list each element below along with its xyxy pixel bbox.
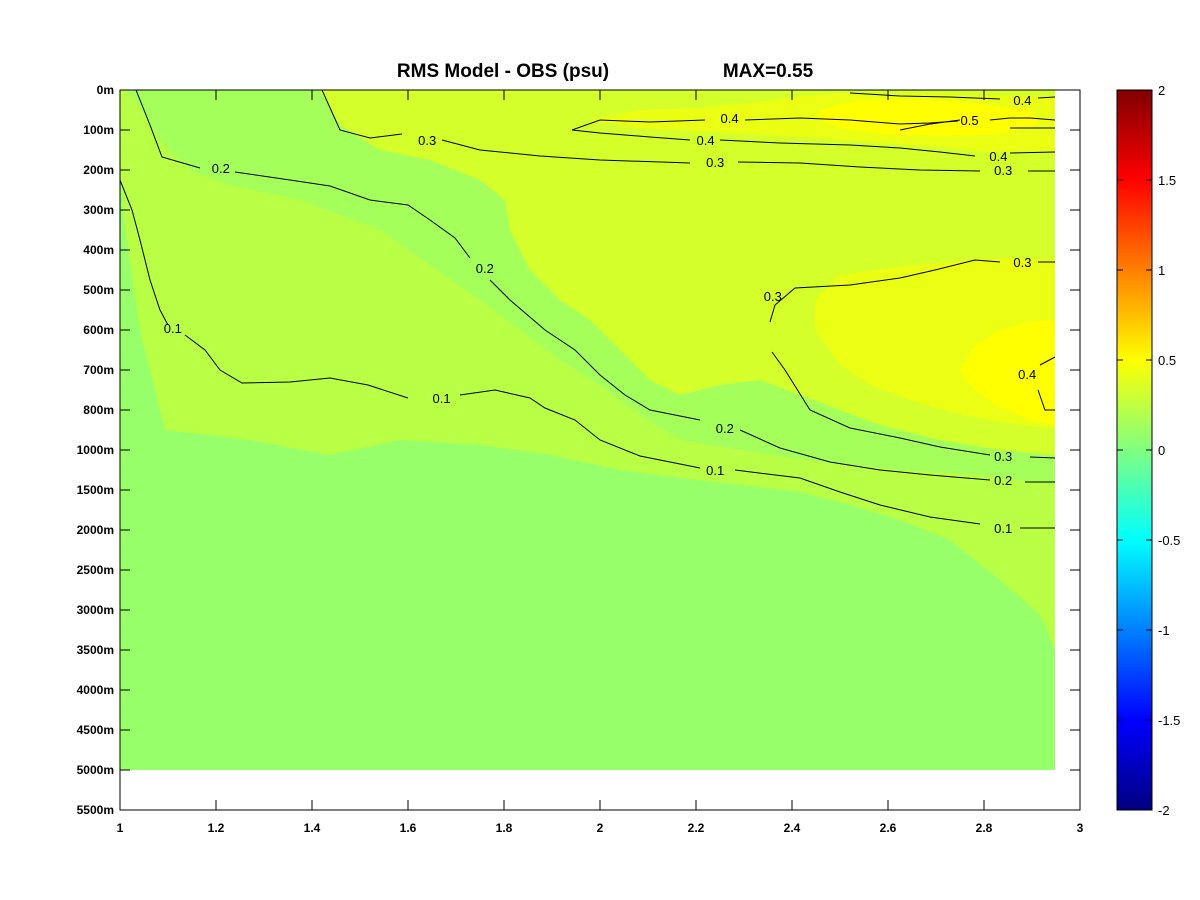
contour-label: 0.3 [706,155,724,170]
x-tick-label: 1.8 [496,821,513,835]
contour-label: 0.2 [716,421,734,436]
colorbar-tick-label: 1.5 [1158,173,1176,188]
y-tick-label: 300m [83,203,114,217]
contour-label: 0.4 [989,149,1007,164]
contour-line-0.1 [459,389,701,469]
contour-label: 0.3 [994,449,1012,464]
y-tick-label: 3500m [77,643,114,657]
y-tick-label: 600m [83,323,114,337]
y-tick-label: 100m [83,123,114,137]
contour-label: 0.3 [764,289,782,304]
y-tick-label: 200m [83,163,114,177]
y-tick-label: 700m [83,363,114,377]
colorbar-tick-label: -1.5 [1158,713,1180,728]
y-tick-label: 0m [97,83,114,97]
y-tick-label: 4000m [77,683,114,697]
fill-level-0.5-deep [960,320,1055,425]
y-tick-label: 800m [83,403,114,417]
contour-label: 0.3 [994,163,1012,178]
contour-line-0.3 [1029,456,1055,459]
contour-line-0.4 [571,119,706,141]
y-tick-label: 400m [83,243,114,257]
colorbar: 2 1.5 1 0.5 0 -0.5 -1 -1.5 -2 [1116,83,1180,818]
x-tick-label: 1.4 [304,821,321,835]
contour-label: 0.1 [994,521,1012,536]
contour-line-0.4 [849,92,1001,100]
x-tick-label: 2.4 [784,821,801,835]
colorbar-tick-label: -0.5 [1158,533,1180,548]
contour-label: 0.3 [418,133,436,148]
contour-label: 0.4 [721,111,739,126]
contour-label: 0.1 [164,321,182,336]
contour-label: 0.2 [476,261,494,276]
contour-line-0.4 [1037,389,1055,411]
x-tick-label: 1 [117,821,124,835]
colorbar-tick-label: 0.5 [1158,353,1176,368]
y-tick-label: 500m [83,283,114,297]
x-axis: 1 1.2 1.4 1.6 1.8 2 2.2 2.4 2.6 2.8 3 [117,90,1084,835]
x-tick-label: 2.2 [688,821,705,835]
x-tick-label: 3 [1077,821,1084,835]
colorbar-tick-label: 1 [1158,263,1165,278]
y-tick-label: 5000m [77,763,114,777]
chart-title: RMS Model - OBS (psu) [397,61,609,82]
contour-label: 0.1 [433,391,451,406]
contour-line-0.3 [737,161,981,172]
contour-line-0.3 [321,90,403,139]
y-axis: 0m 100m 200m 300m 400m 500m 600m 700m 800m 1000m 1… [77,83,1080,817]
contour-line-0.4 [719,139,976,157]
contour-label: 0.3 [1013,255,1031,270]
contour-line-0.2 [489,279,701,421]
y-tick-label: 4500m [77,723,114,737]
contour-line-0.1 [184,334,409,399]
contour-line-0.3 [769,259,1001,323]
y-tick-label: 1000m [77,443,114,457]
contour-label: 0.4 [1013,93,1031,108]
y-tick-label: 2000m [77,523,114,537]
contour-line-0.3 [441,139,691,164]
contour-label: 0.1 [706,463,724,478]
heatmap-field [120,90,1055,770]
contour-line-0.1 [120,179,169,326]
contour-label: 0.2 [212,161,230,176]
colorbar-tick-label: 0 [1158,443,1165,458]
contour-lines [120,90,1055,529]
contour-line-0.1 [734,469,981,525]
colorbar-tick-label: 2 [1158,83,1165,98]
colorbar-ticks: 2 1.5 1 0.5 0 -0.5 -1 -1.5 -2 [1117,83,1180,818]
contour-line-0.2 [135,90,201,169]
y-tick-label: 3000m [77,603,114,617]
x-tick-label: 2.8 [976,821,993,835]
contour-label: 0.5 [961,113,979,128]
contour-label: 0.4 [1018,367,1036,382]
contour-line-0.2 [234,171,471,259]
x-tick-label: 2 [597,821,604,835]
contour-line-0.3 [771,351,991,456]
contour-line-0.4 [744,117,959,125]
contour-label: 0.4 [697,133,715,148]
contour-line-0.4 [1009,151,1055,154]
x-tick-label: 2.6 [880,821,897,835]
fill-level-0.5 [820,98,1040,136]
contour-line-0.2 [739,429,991,481]
colorbar-tick-label: -2 [1158,803,1170,818]
y-tick-label: 1500m [77,483,114,497]
contour-line-0.4 [1037,96,1055,99]
contour-label: 0.2 [994,473,1012,488]
contour-line-0.4 [1039,356,1055,366]
contour-line-0.5 [989,117,1055,121]
colorbar-tick-label: -1 [1158,623,1170,638]
contour-labels: 0.10.10.10.10.20.20.20.20.30.30.30.30.30… [164,93,1036,536]
chart-subtitle: MAX=0.55 [723,61,814,82]
contour-line-0.5 [899,119,961,131]
x-tick-label: 1.6 [400,821,417,835]
y-tick-label: 2500m [77,563,114,577]
y-tick-label: 5500m [77,803,114,817]
x-tick-label: 1.2 [208,821,225,835]
